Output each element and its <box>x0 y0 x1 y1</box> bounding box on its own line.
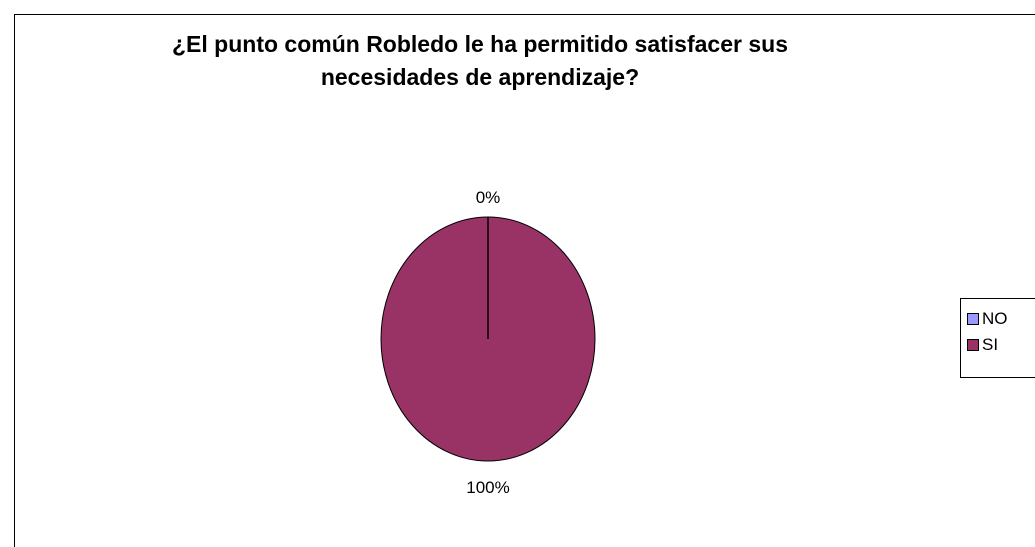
chart-title: ¿El punto común Robledo le ha permitido … <box>0 28 960 94</box>
data-label-no: 0% <box>476 188 501 207</box>
legend-label-si: SI <box>982 335 999 354</box>
legend-label-no: NO <box>982 309 1008 328</box>
legend-swatch-no <box>967 312 979 325</box>
chart-title-line-2: necesidades de aprendizaje? <box>320 64 640 90</box>
data-label-si: 100% <box>466 478 509 497</box>
chart-legend: NO SI <box>960 298 1035 378</box>
legend-item-si: SI <box>967 334 998 356</box>
legend-item-no: NO <box>967 308 1008 330</box>
legend-swatch-si <box>967 338 979 351</box>
chart-title-line-1: ¿El punto común Robledo le ha permitido … <box>172 31 788 57</box>
